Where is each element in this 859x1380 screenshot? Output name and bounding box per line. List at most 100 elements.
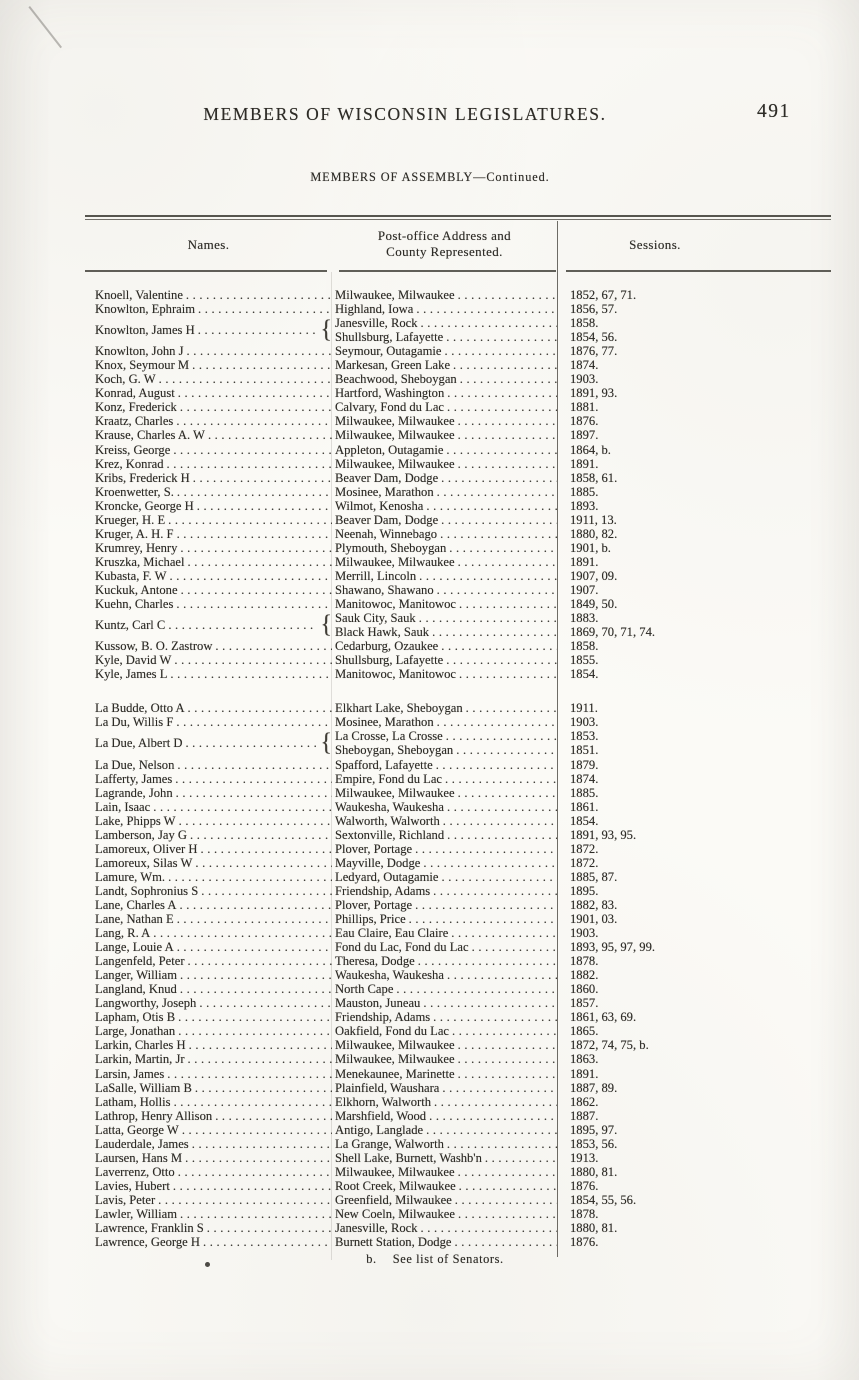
leader-dots [173,597,332,611]
table-row: Krez, Konrad Milwaukee, Milwaukee 1891. [85,457,831,471]
member-address: Phillips, Price [335,912,406,927]
entries-cell: Cedarburg, Ozaukee 1858. [332,639,831,653]
entry-line: Elkhorn, Walworth 1862. [332,1095,831,1109]
member-name: Kruger, A. H. F [95,526,174,541]
address-cell: Plymouth, Sheboygan [332,541,557,555]
member-address: Sextonville, Richland [335,827,445,842]
member-address: Milwaukee, Milwaukee [335,288,455,302]
table-row: LaSalle, William B Plainfield, Waushara 18… [85,1081,831,1095]
leader-dots [420,856,557,870]
member-address: Milwaukee, Milwaukee [335,1038,455,1053]
member-sessions: 1857. [570,996,599,1011]
table-row: Lawrence, George H Burnett Station, Dodge… [85,1235,831,1249]
member-name: Larsin, James [95,1066,165,1081]
member-address: Oakfield, Fond du Lac [335,1024,450,1039]
entries-cell: Empire, Fond du Lac 1874. [332,772,831,786]
member-sessions: 1911. [570,701,598,716]
leader-dots [176,898,332,912]
address-cell: Highland, Iowa [332,302,557,316]
table-row: Krumrey, Henry Plymouth, Sheboygan 1901, b… [85,541,831,555]
leader-dots [177,1207,332,1221]
table-row: Langworthy, Joseph Mauston, Juneau 1857. [85,996,831,1010]
entry-line: Manitowoc, Manitowoc 1849, 50. [332,597,831,611]
member-sessions: 1872, 74, 75, b. [570,1038,649,1053]
leader-dots [439,1081,557,1095]
column-header-names: Names. [187,237,230,252]
member-sessions: 1855. [570,653,599,668]
member-name: Kreiss, George [95,442,171,457]
address-cell: Plover, Portage [332,842,557,856]
entries-cell: Mosinee, Marathon 1903. [332,715,831,729]
entry-line: Beaver Dam, Dodge 1858, 61. [332,471,831,485]
table-row: Latham, Hollis Elkhorn, Walworth 1862. [85,1095,831,1109]
table-row: Lane, Charles A Plover, Portage 1882, 83. [85,898,831,912]
entries-cell: Janesville, Rock 1880, 81. [332,1221,831,1235]
member-sessions: 1880, 82. [570,526,618,541]
member-address: Janesville, Rock [335,316,418,331]
address-cell: Waukesha, Waukesha [332,968,557,982]
table-row: Lamoreux, Silas W Mayville, Dodge 1872. [85,856,831,870]
leader-dots [423,499,557,513]
address-cell: Oakfield, Fond du Lac [332,1024,557,1038]
member-name: Kyle, James L [95,667,168,682]
leader-dots [456,1179,557,1193]
leader-dots [429,625,557,639]
scan-artifact-ink-dot [205,1262,210,1267]
member-name: LaSalle, William B [95,1080,192,1095]
member-name: Konz, Frederick [95,400,177,415]
leader-dots [192,1081,332,1095]
member-sessions: 1907, 09. [570,568,618,583]
member-sessions: 1863. [570,1052,599,1067]
leader-dots [164,1067,332,1081]
leader-dots [452,1193,557,1207]
table-row: Lake, Phipps W Walworth, Walworth 1854. [85,814,831,828]
address-cell: Wilmot, Kenosha [332,499,557,513]
entry-line: Mosinee, Marathon 1885. [332,485,831,499]
entry-line: Walworth, Walworth 1854. [332,814,831,828]
member-address: Menekaunee, Marinette [335,1066,455,1081]
member-sessions: 1901, b. [570,540,611,555]
table-header-row: Names. Post-office Address and County Re… [85,228,831,259]
leader-dots [426,1109,557,1123]
member-address: Shullsburg, Lafayette [335,653,444,668]
member-name: Knowlton, James H [95,323,195,338]
member-sessions: 1858. [570,639,599,654]
entries-cell: North Cape 1860. [332,982,831,996]
member-name: Lange, Louie A [95,940,174,955]
leader-dots [439,870,557,884]
address-cell: La Crosse, La Crosse [332,729,557,743]
name-cell: Larkin, Martin, Jr [85,1052,332,1066]
name-cell: Laursen, Hans M [85,1151,332,1165]
entry-line: Root Creek, Milwaukee 1876. [332,1179,831,1193]
table-row: Knowlton, Ephraim Highland, Iowa 1856, 57. [85,302,831,316]
entries-cell: Ledyard, Outagamie 1885, 87. [332,870,831,884]
entry-line: Oakfield, Fond du Lac 1865. [332,1024,831,1038]
member-name: Landt, Sophronius S [95,883,199,898]
member-address: Milwaukee, Milwaukee [335,428,455,443]
member-name: Large, Jonathan [95,1024,176,1039]
name-cell: Knoell, Valentine [85,288,332,302]
member-address: Beaver Dam, Dodge [335,512,439,527]
member-sessions: 1882. [570,968,599,983]
leader-dots [175,386,332,400]
column-divider-sessions [557,221,558,1257]
table-row: Lavies, Hubert Root Creek, Milwaukee 1876. [85,1179,831,1193]
header-underline-address [339,270,556,272]
member-name: Larkin, Charles H [95,1038,186,1053]
member-sessions: 1891. [570,1066,599,1081]
table-row: Krause, Charles A. W Milwaukee, Milwaukee… [85,428,831,442]
table-row: Koch, G. W Beachwood, Sheboygan 1903. [85,372,831,386]
entry-line: Milwaukee, Milwaukee 1897. [332,428,831,442]
leader-dots [204,1221,332,1235]
table-top-rule [85,215,831,217]
leader-dots [167,667,332,681]
entries-cell: Milwaukee, Milwaukee 1872, 74, 75, b. [332,1038,831,1052]
member-name: Lawrence, George H [95,1235,201,1250]
leader-dots [456,667,557,681]
leader-dots [431,1095,557,1109]
member-sessions: 1893, 95, 97, 99. [570,940,656,955]
entry-line: Milwaukee, Milwaukee 1891. [332,555,831,569]
entries-cell: La Grange, Walworth 1853, 56. [332,1137,831,1151]
member-address: New Coeln, Milwaukee [335,1207,455,1221]
table-row: Konrad, August Hartford, Washington 1891, … [85,386,831,400]
